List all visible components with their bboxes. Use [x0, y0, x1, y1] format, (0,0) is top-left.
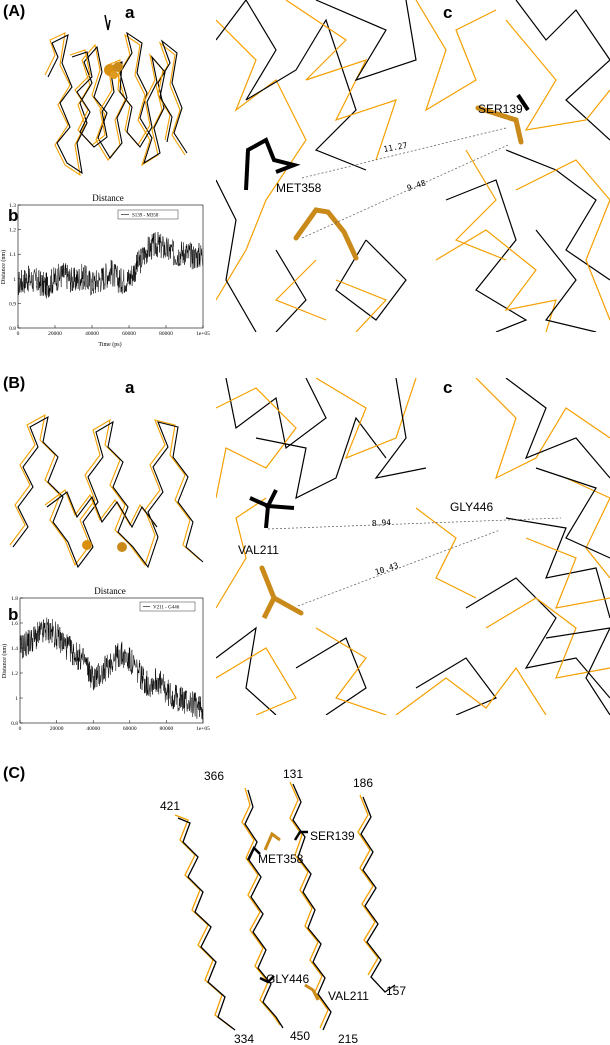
- panel-b-residue-left: VAL211: [238, 543, 279, 557]
- chart-b-xtick-label: 0: [19, 726, 22, 732]
- chart-a-ytick-label: 1.1: [9, 252, 16, 258]
- panel-a-sub-c: c: [443, 3, 453, 22]
- chart-a-ytick-label: 1.3: [9, 203, 16, 209]
- panel-a-residue-left: MET358: [276, 181, 322, 195]
- panel-c-label-val211: VAL211: [328, 989, 369, 1003]
- chart-b-ytick-label: 1.6: [11, 621, 18, 627]
- chart-b-ytick-label: 1.4: [11, 646, 18, 652]
- chart-a-ytick-label: 0.8: [9, 326, 16, 332]
- chart-b-ytick-label: 1.8: [11, 596, 18, 602]
- panel-a-distance-1: 11.27: [383, 141, 408, 154]
- panel-c-label-157: 157: [386, 984, 406, 998]
- chart-b-ylabel: Distance (nm): [1, 644, 8, 678]
- chart-b-xtick-label: 20000: [50, 726, 64, 732]
- chart-a-ytick-label: 1: [13, 277, 16, 283]
- panel-c-label-366: 366: [204, 769, 224, 783]
- chart-a-ytick-label: 1.2: [9, 228, 16, 234]
- panel-b-protein-structure: [9, 413, 204, 569]
- chart-a-ylabel: Distance (nm): [0, 250, 7, 284]
- panel-a-distance-chart: Distance 0.8 0.9 1 1.1 1.2 1.3 0 20000 40000 600…: [0, 193, 210, 348]
- chart-a-xtick-label: 20000: [48, 331, 62, 337]
- chart-a-legend-box: [117, 209, 179, 220]
- panel-c-label-450: 450: [290, 1029, 310, 1043]
- chart-b-xtick-label: 40000: [86, 726, 100, 732]
- panel-b-distance-chart: Distance 0.8 1 1.2 1.4 1.6 1.8 0 20000 40000 600…: [1, 586, 210, 732]
- chart-a-xtick-label: 40000: [85, 331, 99, 337]
- chart-b-xtick-label: 1e+05: [196, 726, 210, 732]
- chart-a-xlabel: Time (ps): [98, 341, 121, 348]
- chart-a-series-line: [17, 231, 204, 299]
- chart-a-xtick-label: 1e+05: [196, 331, 210, 337]
- panel-b-sub-b: b: [8, 605, 19, 624]
- panel-c-label-131: 131: [283, 767, 303, 781]
- panel-c-label-met358: MET358: [258, 852, 304, 866]
- chart-a-xtick-label: 80000: [159, 331, 173, 337]
- panel-b-distance-2: 10.43: [374, 561, 400, 577]
- chart-a-xtick-label: 60000: [122, 331, 136, 337]
- panel-b-residue-right: GLY446: [450, 500, 493, 514]
- panel-a-protein-structure: [44, 15, 188, 177]
- panel-c-helix-overlay: 366 131 186 421 SER139 MET358 GLY446 VAL…: [160, 767, 406, 1045]
- panel-a-residue-right: SER139: [478, 102, 523, 116]
- panel-b-closeup: 8.94 10.43 VAL211 GLY446: [216, 378, 610, 715]
- chart-b-series-line: [19, 617, 204, 720]
- panel-c-label-186: 186: [353, 776, 373, 790]
- chart-b-ytick-label: 1.2: [11, 671, 18, 677]
- panel-b-sub-a: a: [125, 378, 135, 397]
- panel-a-closeup: 11.27 9.48 MET358 SER139: [216, 0, 610, 332]
- chart-b-title: Distance: [94, 586, 126, 596]
- chart-a-frame: [17, 204, 204, 329]
- panel-c-label-215: 215: [338, 1032, 358, 1045]
- panel-b-distance-1: 8.94: [372, 518, 392, 528]
- panel-a-sub-a: a: [125, 3, 135, 22]
- panel-c-label-ser139: SER139: [310, 829, 355, 843]
- panel-c-label-421: 421: [160, 799, 180, 813]
- panel-b-label: (B): [3, 375, 26, 392]
- chart-b-xtick-label: 80000: [160, 726, 174, 732]
- chart-a-ytick-label: 0.9: [9, 301, 16, 307]
- chart-b-frame: [19, 597, 204, 724]
- chart-b-xtick-label: 60000: [123, 726, 137, 732]
- chart-b-legend-box: [139, 601, 196, 612]
- panel-c-label-gly446: GLY446: [266, 972, 309, 986]
- panel-a-distance-2: 9.48: [406, 178, 427, 193]
- panel-c-label: (C): [3, 765, 26, 782]
- chart-a-title: Distance: [92, 193, 124, 203]
- chart-b-ytick-label: 0.8: [11, 721, 18, 727]
- panel-a-label: (A): [3, 3, 26, 20]
- chart-b-ytick-label: 1: [15, 696, 18, 702]
- chart-b-legend: V211 - G446: [153, 606, 180, 611]
- panel-a-sub-b: b: [8, 206, 19, 225]
- chart-a-xtick-label: 0: [17, 331, 20, 337]
- panel-c-label-334: 334: [234, 1032, 254, 1045]
- panel-b-sub-c: c: [443, 378, 453, 397]
- chart-a-legend: S139 - M358: [132, 214, 159, 219]
